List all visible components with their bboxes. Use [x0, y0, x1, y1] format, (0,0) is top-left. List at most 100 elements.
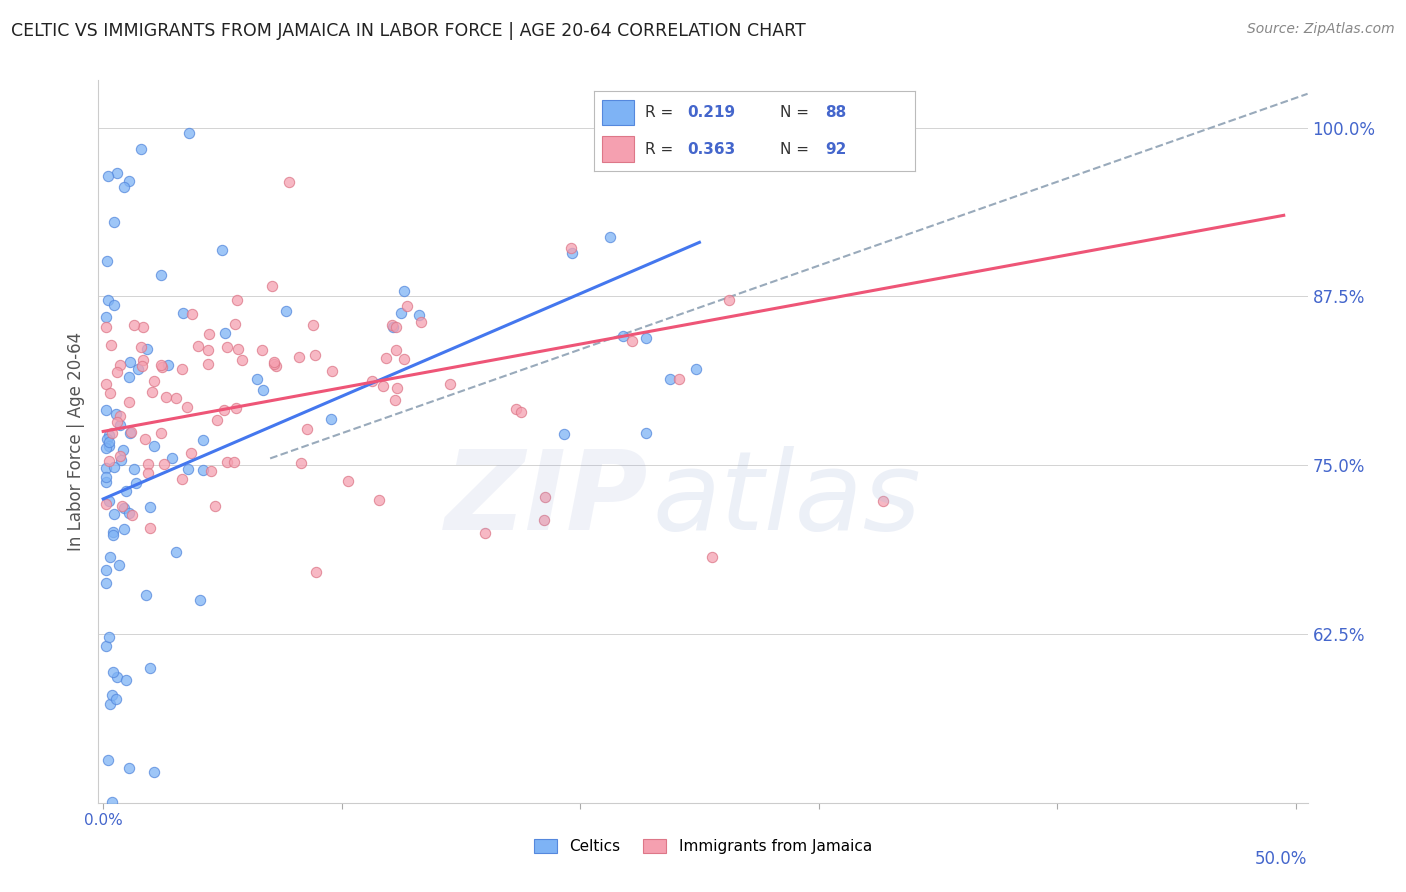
Point: [97, 169, 120, 183]
Point: [264, 359, 287, 373]
Point: [337, 474, 360, 488]
Point: [105, 365, 128, 379]
Point: [658, 372, 681, 386]
Point: [411, 315, 433, 329]
Point: [121, 508, 143, 522]
Point: [155, 390, 177, 404]
Point: [262, 279, 284, 293]
Point: [226, 342, 249, 356]
Point: [114, 522, 136, 536]
Point: [112, 180, 135, 194]
Text: 50.0%: 50.0%: [1256, 850, 1308, 868]
Point: [612, 329, 634, 343]
Point: [172, 362, 194, 376]
Point: [274, 304, 297, 318]
Point: [278, 175, 301, 189]
Point: [533, 490, 555, 504]
Point: [561, 245, 583, 260]
Text: ZIP: ZIP: [446, 446, 648, 553]
Point: [395, 299, 418, 313]
Point: [105, 407, 128, 421]
Point: [135, 588, 157, 602]
Point: [612, 120, 634, 135]
Point: [111, 443, 134, 458]
Point: [118, 506, 141, 520]
Point: [120, 425, 142, 440]
Text: CELTIC VS IMMIGRANTS FROM JAMAICA IN LABOR FORCE | AGE 20-64 CORRELATION CHART: CELTIC VS IMMIGRANTS FROM JAMAICA IN LAB…: [11, 22, 806, 40]
Point: [96, 253, 118, 268]
Point: [125, 476, 148, 491]
Point: [111, 499, 134, 513]
Point: [98, 428, 121, 442]
Point: [101, 795, 124, 809]
Point: [139, 500, 162, 514]
Point: [222, 455, 245, 469]
Point: [439, 377, 461, 392]
Point: [321, 364, 343, 378]
Point: [246, 372, 269, 386]
Point: [94, 639, 117, 653]
Point: [101, 525, 124, 540]
Point: [94, 320, 117, 334]
Point: [382, 319, 405, 334]
Point: [224, 318, 246, 332]
Point: [94, 460, 117, 475]
Point: [110, 453, 132, 467]
Point: [94, 562, 117, 576]
Point: [136, 466, 159, 480]
Point: [172, 472, 194, 486]
Point: [188, 593, 211, 607]
Point: [129, 340, 152, 354]
Point: [105, 670, 128, 684]
Point: [702, 549, 724, 564]
Point: [118, 369, 141, 384]
Point: [94, 310, 117, 324]
Point: [668, 372, 690, 386]
Point: [150, 359, 173, 374]
Point: [96, 432, 118, 446]
Point: [101, 528, 124, 542]
Point: [361, 374, 384, 388]
Point: [100, 425, 122, 440]
Point: [143, 375, 166, 389]
Point: [510, 405, 533, 419]
Point: [101, 665, 124, 679]
Point: [152, 458, 174, 472]
Point: [263, 357, 285, 371]
Point: [124, 461, 146, 475]
Point: [384, 392, 406, 407]
Point: [217, 455, 239, 469]
Point: [118, 395, 141, 409]
Point: [599, 230, 621, 244]
Point: [872, 494, 894, 508]
Point: [103, 460, 125, 475]
Point: [226, 293, 249, 307]
Point: [200, 463, 222, 477]
Point: [191, 434, 214, 448]
Point: [98, 630, 121, 644]
Point: [321, 411, 343, 425]
Point: [389, 305, 412, 319]
Point: [214, 402, 236, 417]
Point: [225, 401, 247, 415]
Point: [621, 334, 644, 349]
Point: [136, 457, 159, 471]
Point: [408, 308, 430, 322]
Point: [105, 415, 128, 429]
Point: [156, 358, 179, 372]
Point: [634, 425, 657, 440]
Point: [94, 576, 117, 591]
Point: [98, 549, 121, 564]
Point: [118, 174, 141, 188]
Point: [263, 354, 285, 368]
Point: [385, 319, 408, 334]
Point: [217, 340, 239, 354]
Point: [187, 339, 209, 353]
Point: [97, 439, 120, 453]
Point: [96, 753, 118, 767]
Point: [367, 493, 389, 508]
Point: [384, 343, 406, 357]
Point: [553, 427, 575, 442]
Point: [197, 343, 219, 358]
Point: [97, 494, 120, 508]
